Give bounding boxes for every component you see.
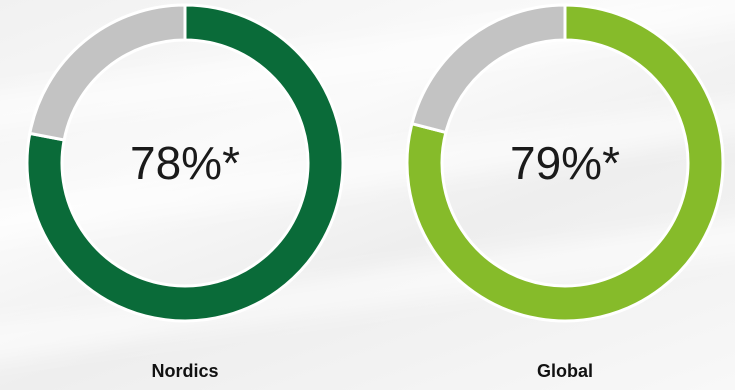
donut-chart-global: 79%* — [405, 3, 725, 323]
donut-slice-remainder-global — [410, 3, 567, 135]
donut-slice-remainder-nordics — [28, 3, 187, 142]
center-value-nordics: 78%* — [130, 137, 240, 189]
center-value-global: 79%* — [510, 137, 620, 189]
donut-svg-nordics — [25, 3, 345, 323]
donut-svg-global — [405, 3, 725, 323]
category-label-nordics: Nordics — [151, 361, 219, 381]
category-label-global: Global — [536, 361, 593, 381]
donut-slice-global — [405, 3, 725, 323]
donut-slice-nordics — [25, 3, 345, 323]
donut-chart-nordics: 78%* — [25, 3, 345, 323]
